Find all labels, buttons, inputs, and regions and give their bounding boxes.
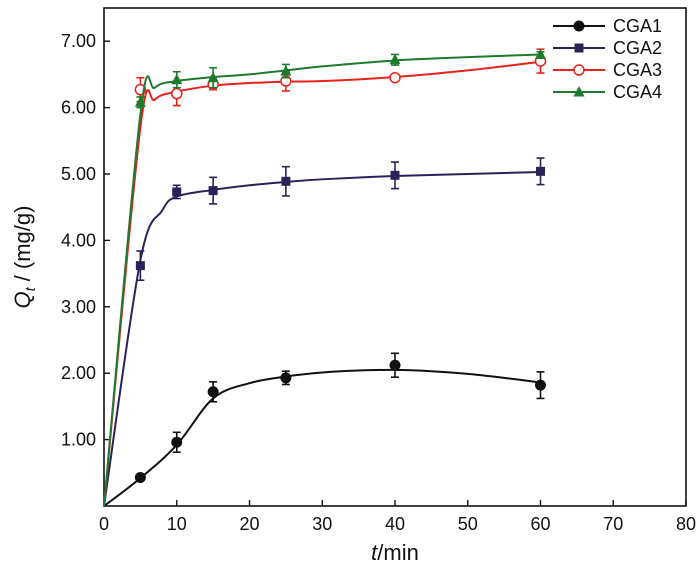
y-tick-label: 7.00 bbox=[61, 31, 96, 51]
cga1-data-point bbox=[535, 379, 546, 391]
cga4-data-point bbox=[134, 96, 146, 107]
y-axis-title-sub: t bbox=[22, 286, 38, 291]
y-tick-label: 4.00 bbox=[61, 230, 96, 250]
cga2-data-point bbox=[390, 170, 400, 180]
x-axis-title-unit: /min bbox=[377, 540, 419, 565]
y-tick-label: 6.00 bbox=[61, 98, 96, 118]
legend-marker-cga4 bbox=[573, 86, 585, 97]
cga3-data-point bbox=[389, 71, 401, 84]
cga1-fit-line bbox=[103, 368, 541, 507]
cga1-data-point bbox=[207, 386, 219, 398]
cga2-fit-line bbox=[103, 171, 541, 507]
cga4-data-point bbox=[207, 71, 219, 83]
legend-marker-cga3 bbox=[573, 64, 585, 76]
cga2-data-point bbox=[135, 261, 145, 271]
cga4-data-point bbox=[280, 65, 292, 76]
cga4-fit-line bbox=[103, 53, 541, 507]
y-tick-label: 5.00 bbox=[61, 164, 96, 184]
x-tick-label: 10 bbox=[167, 514, 187, 534]
x-tick-label: 20 bbox=[239, 514, 259, 534]
legend-label-cga3: CGA3 bbox=[613, 60, 662, 80]
cga1-data-point bbox=[389, 359, 401, 371]
x-tick-label: 50 bbox=[458, 514, 478, 534]
cga4-data-point bbox=[535, 48, 546, 59]
cga4-data-point bbox=[171, 73, 183, 85]
cga2-data-point bbox=[172, 187, 182, 197]
y-tick-label: 1.00 bbox=[61, 430, 96, 450]
cga2-data-point bbox=[536, 166, 545, 176]
x-tick-label: 70 bbox=[603, 514, 623, 534]
cga3-fit-line bbox=[103, 60, 541, 507]
y-tick-label: 3.00 bbox=[61, 297, 96, 317]
legend-label-cga4: CGA4 bbox=[613, 82, 662, 102]
axes-group: 0 10 20 30 40 50 60 70 80 1.00 2.00 3.00 4.00 5.00 6.0… bbox=[61, 7, 696, 534]
x-tick-label: 40 bbox=[385, 514, 405, 534]
legend-label-cga1: CGA1 bbox=[613, 16, 662, 36]
series-cga4 bbox=[103, 48, 546, 507]
cga2-data-point bbox=[281, 176, 291, 186]
x-axis-title-var: t bbox=[371, 540, 378, 565]
x-axis-title: t/min bbox=[371, 540, 419, 565]
cga3-data-point bbox=[171, 87, 183, 100]
legend-label-cga2: CGA2 bbox=[613, 38, 662, 58]
x-tick-label: 0 bbox=[99, 514, 109, 534]
series-cga2 bbox=[103, 157, 545, 507]
y-axis-title: Qt / (mg/g) bbox=[10, 206, 38, 309]
x-tick-label: 30 bbox=[312, 514, 332, 534]
series-cga1 bbox=[103, 352, 546, 507]
y-axis-title-var: Q bbox=[10, 291, 35, 308]
cga1-data-point bbox=[134, 471, 146, 483]
cga2-data-point bbox=[208, 186, 218, 196]
legend-marker-cga2 bbox=[574, 43, 584, 53]
x-tick-label: 80 bbox=[676, 514, 696, 534]
cga1-data-point bbox=[280, 372, 292, 384]
x-tick-label: 60 bbox=[530, 514, 550, 534]
legend-marker-cga1 bbox=[573, 20, 585, 32]
y-tick-label: 2.00 bbox=[61, 363, 96, 383]
series-group bbox=[103, 48, 547, 507]
cga1-data-point bbox=[171, 436, 183, 448]
y-axis-title-unit: / (mg/g) bbox=[10, 206, 35, 288]
series-cga3 bbox=[103, 48, 547, 507]
cga4-data-point bbox=[389, 53, 401, 65]
